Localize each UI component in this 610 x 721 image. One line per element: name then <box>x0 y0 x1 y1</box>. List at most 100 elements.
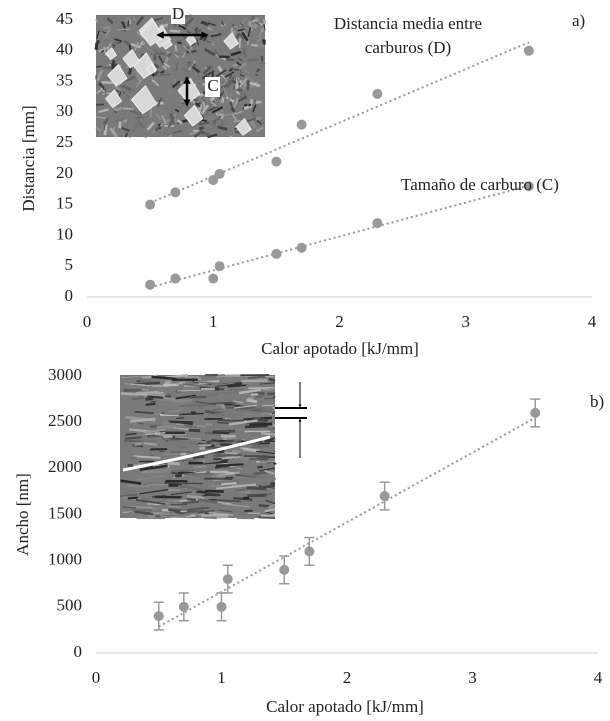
texture-stroke <box>181 67 189 73</box>
texture-stroke <box>123 107 134 110</box>
texture-stroke <box>183 387 195 392</box>
texture-stroke <box>95 19 98 23</box>
texture-stroke <box>182 383 201 387</box>
texture-stroke <box>213 49 220 57</box>
texture-stroke <box>211 106 224 114</box>
point <box>214 261 225 272</box>
texture-stroke <box>181 51 187 58</box>
texture-stroke <box>118 28 131 31</box>
texture-stroke <box>251 18 258 23</box>
trendline <box>158 416 536 628</box>
texture-stroke <box>242 496 250 500</box>
texture-stroke <box>162 130 170 137</box>
texture-stroke <box>177 484 206 492</box>
texture-stroke <box>174 436 202 440</box>
texture-stroke <box>218 393 225 396</box>
texture-stroke <box>239 73 245 78</box>
texture-stroke <box>135 116 144 119</box>
texture-stroke <box>273 405 276 407</box>
texture-stroke <box>106 17 114 25</box>
texture-stroke <box>169 399 192 403</box>
texture-stroke <box>153 63 160 69</box>
texture-stroke <box>255 100 262 104</box>
texture-stroke <box>218 35 226 48</box>
texture-stroke <box>255 116 262 121</box>
texture-stroke <box>228 419 258 426</box>
texture-stroke <box>121 21 127 30</box>
texture-stroke <box>155 113 163 121</box>
texture-stroke <box>272 406 276 411</box>
texture-stroke <box>195 514 217 520</box>
x-tick-label: 0 <box>92 668 101 687</box>
trendline <box>149 184 530 289</box>
texture-stroke <box>145 431 166 436</box>
x-tick-label: 4 <box>594 668 603 687</box>
y-tick-label: 2000 <box>48 457 82 476</box>
texture-stroke <box>177 41 182 45</box>
texture-stroke <box>129 109 141 117</box>
texture-stroke <box>134 410 154 415</box>
texture-stroke <box>128 428 151 433</box>
texture-stroke <box>262 19 267 24</box>
texture-stroke <box>128 511 135 515</box>
texture-stroke <box>133 510 154 516</box>
texture-stroke <box>168 439 199 445</box>
point <box>214 168 225 179</box>
texture-stroke <box>245 74 255 84</box>
texture-stroke <box>144 482 153 486</box>
texture-stroke <box>234 404 258 409</box>
point <box>178 601 189 612</box>
texture-stroke <box>156 97 163 108</box>
texture-stroke <box>167 505 182 508</box>
inset-label: C <box>207 76 218 95</box>
y-tick-label: 10 <box>56 224 73 243</box>
y-tick-label: 45 <box>56 9 73 28</box>
texture-stroke <box>273 450 276 453</box>
point <box>170 187 181 198</box>
texture-stroke <box>207 26 213 32</box>
texture-stroke <box>194 26 199 32</box>
texture-stroke <box>206 439 217 444</box>
point <box>216 601 227 612</box>
texture-stroke <box>216 112 220 119</box>
texture-stroke <box>235 61 242 67</box>
point <box>372 218 383 229</box>
texture-stroke <box>166 89 171 95</box>
texture-stroke <box>220 434 236 438</box>
carbide <box>145 63 157 75</box>
texture-stroke <box>227 116 232 122</box>
texture-stroke <box>247 57 259 62</box>
carbide <box>105 47 118 61</box>
texture-stroke <box>201 513 229 517</box>
texture-stroke <box>186 498 196 502</box>
panel-label: a) <box>572 11 585 30</box>
texture-stroke <box>132 16 136 22</box>
carbide <box>223 32 240 50</box>
texture-stroke <box>224 93 233 105</box>
texture-stroke <box>239 77 248 88</box>
texture-stroke <box>242 68 249 74</box>
texture-stroke <box>227 388 245 392</box>
y-axis-label: Ancho [nm] <box>13 473 32 556</box>
texture-stroke <box>208 127 214 131</box>
texture-stroke <box>266 487 276 492</box>
texture-stroke <box>239 18 246 28</box>
texture-stroke <box>210 382 235 387</box>
texture-stroke <box>124 132 129 138</box>
texture-stroke <box>221 481 237 486</box>
texture-stroke <box>139 489 168 495</box>
texture-stroke <box>243 105 250 111</box>
texture-stroke <box>207 396 231 399</box>
texture-stroke <box>122 118 128 124</box>
texture-stroke <box>210 32 222 38</box>
texture-stroke <box>258 28 263 38</box>
texture-stroke <box>238 48 247 58</box>
texture-stroke <box>272 438 276 442</box>
texture-stroke <box>230 50 242 57</box>
point <box>523 45 534 56</box>
texture-stroke <box>215 112 224 117</box>
texture-stroke <box>120 91 124 102</box>
texture-stroke <box>174 511 184 515</box>
texture-stroke <box>241 379 268 383</box>
texture-stroke <box>193 465 207 469</box>
